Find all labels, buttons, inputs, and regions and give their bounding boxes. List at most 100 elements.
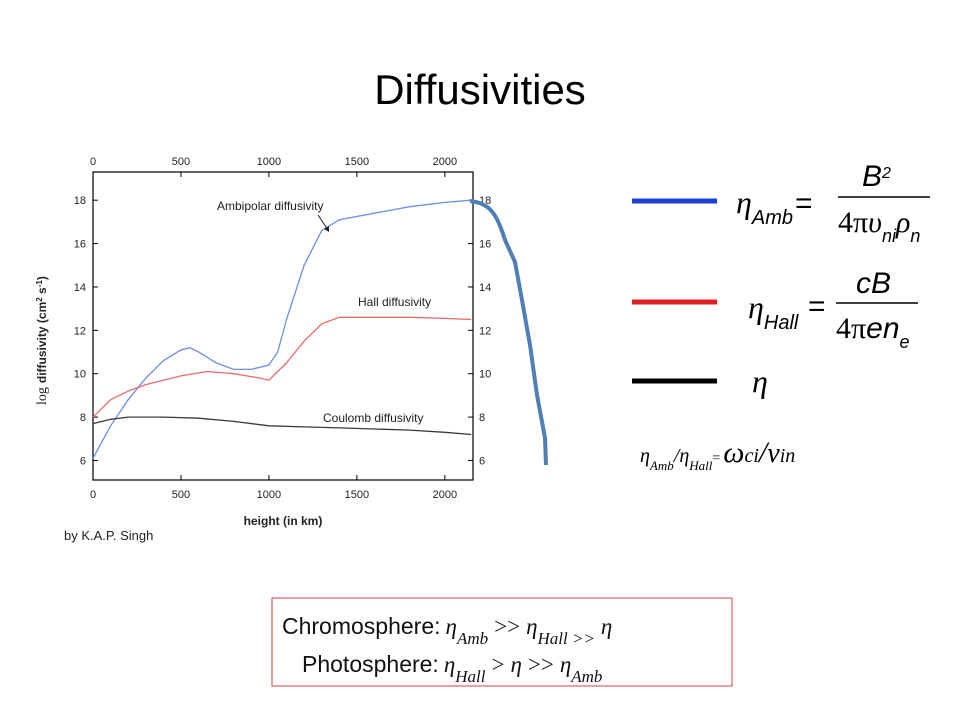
y-label-part: ) <box>35 276 49 280</box>
eq-superscript: 2 <box>881 165 891 182</box>
ratio-part: Hall <box>688 458 713 473</box>
y-label-part: -1 <box>35 280 44 288</box>
summary-part: Amb <box>570 667 602 686</box>
y2-tick-label: 10 <box>479 369 491 381</box>
x-tick-label: 500 <box>172 489 190 501</box>
y-label-part: diffusivity (cm <box>35 302 49 383</box>
ratio-part: / <box>757 436 770 469</box>
credit: by K.A.P. Singh <box>64 528 153 543</box>
x-tick-label: 1000 <box>257 489 281 501</box>
y2-tick-label: 8 <box>479 412 485 424</box>
eq-subscript: n <box>910 226 920 246</box>
equation-numerator: B2 <box>862 160 891 193</box>
ratio-part: η <box>640 445 650 467</box>
y2-tick-label: 6 <box>479 455 485 467</box>
eq-part: B <box>862 160 882 193</box>
plot-frame <box>92 171 474 481</box>
summary-part: η <box>560 652 571 677</box>
ratio-part: / <box>673 445 682 467</box>
equation-numerator: cB <box>856 267 891 300</box>
equation-denominator: 4πene <box>836 312 910 352</box>
ratio-part: ν <box>767 438 780 469</box>
ratio-part: = <box>712 451 720 466</box>
eq-subscript: Hall <box>764 312 799 334</box>
annotation: Ambipolar diffusivity <box>217 199 324 213</box>
summary-part: > <box>491 652 504 677</box>
x2-tick-label: 500 <box>172 156 190 168</box>
y2-tick-label: 14 <box>479 282 491 294</box>
eq-subscript: e <box>900 332 910 352</box>
y-tick-label: 12 <box>74 325 86 337</box>
annotation-arrow <box>317 214 329 231</box>
y-label-part: 2 <box>35 297 44 302</box>
data-line <box>92 416 472 436</box>
eq-subscript: ni <box>882 226 897 246</box>
summary-part: Hall <box>454 667 486 686</box>
x2-tick-label: 0 <box>90 156 96 168</box>
equation-lhs: ηAmb <box>736 184 793 229</box>
y-tick-label: 18 <box>74 195 86 207</box>
y-label-part: s <box>35 287 49 297</box>
summary-part: η <box>446 614 457 639</box>
x-tick-label: 1500 <box>345 489 369 501</box>
y-tick-label: 10 <box>74 369 86 381</box>
summary-part: η <box>526 614 537 639</box>
data-line <box>92 199 472 459</box>
y-tick-label: 8 <box>80 412 86 424</box>
summary-part: Chromosphere: <box>282 613 441 639</box>
equation-lhs: η <box>752 363 768 399</box>
x-tick-label: 2000 <box>433 489 457 501</box>
eq-symbol: η <box>748 289 764 325</box>
summary-part: >> <box>528 652 554 677</box>
eq-symbol: η <box>736 184 752 220</box>
y2-tick-label: 16 <box>479 239 491 251</box>
equation-lhs: ηHall <box>748 289 799 334</box>
x2-tick-label: 1500 <box>345 156 369 168</box>
plot: 0 500 1000 1500 2000 0 500 1000 1500 2000 6 8 10 12 14… <box>74 156 492 501</box>
summary-part: >> <box>494 614 520 639</box>
y-tick-label: 6 <box>80 455 86 467</box>
x2-tick-label: 1000 <box>257 156 281 168</box>
ratio-part: η <box>679 445 689 467</box>
eq-part: ρ <box>895 206 910 239</box>
eq-part: n <box>883 312 900 345</box>
eq-part: 4π <box>836 312 866 345</box>
ratio: ηAmb/ηHall= ωci/νin <box>640 436 795 473</box>
summary-part: Hall >> <box>537 629 595 648</box>
y2-tick-label: 12 <box>479 325 491 337</box>
summary-part: η <box>444 652 455 677</box>
y-axis-label: log diffusivity (cm2 s-1) <box>35 276 51 405</box>
annotation: Hall diffusivity <box>358 295 431 309</box>
title: Diffusivities <box>374 66 586 113</box>
ratio-part: Amb <box>649 458 674 473</box>
summary-box <box>271 597 733 687</box>
ratio-part: ω <box>723 436 744 469</box>
equation-denominator: 4πυniρn <box>838 206 920 246</box>
summary-part: Photosphere: <box>302 651 439 677</box>
summary-part: η <box>510 652 521 677</box>
x-axis-label: height (in km) <box>244 514 323 528</box>
eq-subscript: Amb <box>751 207 793 229</box>
summary-line: Photosphere: ηHall > η >> ηAmb <box>302 651 602 686</box>
summary-line: Chromosphere: ηAmb >> ηHall >> η <box>282 613 612 648</box>
summary-part: η <box>601 614 612 639</box>
eq-part: e <box>866 312 883 345</box>
equation-equals: = <box>808 290 826 323</box>
y-label-part: log <box>35 387 50 405</box>
annotation-arrowhead <box>324 226 329 232</box>
eq-part: 4π <box>838 206 868 239</box>
y-tick-label: 14 <box>74 282 86 294</box>
y-tick-label: 16 <box>74 239 86 251</box>
eq-part: υ <box>868 206 882 239</box>
equation-equals: = <box>795 187 813 220</box>
summary-part: Amb <box>456 629 488 648</box>
data-line <box>92 316 472 418</box>
annotation: Coulomb diffusivity <box>323 411 424 425</box>
ratio-part: ci <box>744 445 758 467</box>
x2-tick-label: 2000 <box>433 156 457 168</box>
hand-drawn-curve <box>469 199 548 466</box>
x-tick-label: 0 <box>90 489 96 501</box>
ratio-part: in <box>780 445 796 467</box>
